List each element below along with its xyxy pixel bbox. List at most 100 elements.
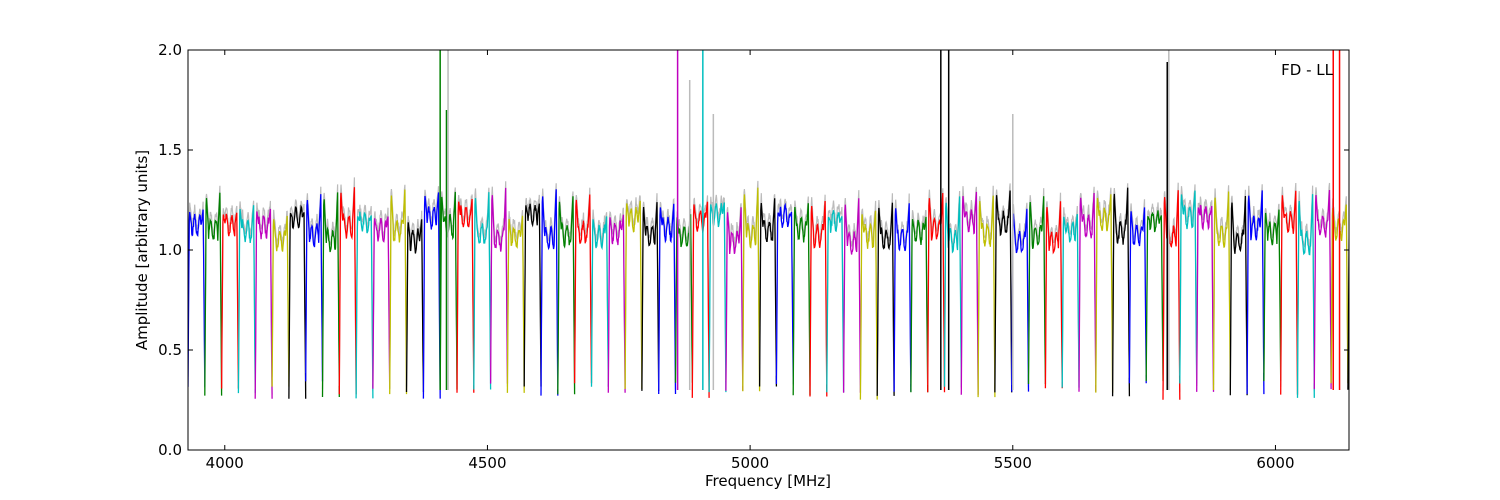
series-line (775, 202, 794, 385)
background-series-line (1347, 215, 1349, 382)
series-line (927, 192, 946, 393)
series-line (540, 189, 559, 396)
series-line (271, 215, 290, 387)
series-line (1246, 190, 1265, 395)
background-series-line (775, 197, 794, 379)
series-line (1296, 194, 1315, 398)
series-line (254, 208, 273, 399)
series-line (1313, 189, 1332, 390)
series-line (742, 187, 761, 392)
series-line (1212, 191, 1231, 391)
background-series-line (624, 195, 643, 382)
background-series-line (1263, 203, 1282, 373)
x-tick-label: 5000 (731, 454, 769, 472)
series-line (1027, 196, 1047, 385)
series-line (506, 215, 525, 393)
series-line (573, 194, 593, 384)
background-series-line (1365, 203, 1382, 379)
x-tick-label: 6000 (1256, 454, 1294, 472)
series-line (489, 187, 509, 384)
background-series-line (422, 186, 441, 395)
series-line (691, 201, 710, 398)
series-line (943, 196, 962, 387)
series-line (708, 202, 727, 393)
series-line (1365, 208, 1382, 387)
series-line (1128, 207, 1147, 384)
series-line (624, 200, 643, 390)
series-line (1061, 214, 1080, 388)
series-line (237, 205, 256, 394)
background-series-line (691, 195, 710, 393)
series-line (1095, 194, 1114, 393)
plot-annotation: FD - LL (1281, 61, 1333, 79)
series-line (405, 219, 425, 393)
series-line (557, 196, 576, 395)
series-line (658, 203, 677, 395)
series-line (220, 212, 240, 389)
background-series-line (910, 209, 929, 387)
y-tick-label: 1.5 (158, 141, 182, 159)
series-line (422, 192, 441, 399)
series-line (355, 211, 374, 399)
series-line (994, 190, 1013, 393)
background-series-line (1061, 205, 1080, 383)
series-line (473, 192, 492, 390)
series-line (641, 202, 660, 391)
series-line (523, 203, 542, 387)
series-line (758, 198, 778, 387)
x-axis-label: Frequency [MHz] (705, 472, 831, 490)
series-line (1145, 210, 1164, 382)
series-line (456, 198, 475, 393)
series-line (910, 216, 929, 393)
series-line (389, 189, 408, 395)
series-line (1078, 192, 1097, 392)
series-line (876, 202, 895, 396)
series-line (960, 191, 979, 395)
series-line (305, 194, 324, 382)
ticks-layer: 4000 4500 5000 5500 6000 0.0 0.5 1.0 1.5 2.0 (158, 41, 1349, 472)
series-line (204, 192, 223, 396)
series-line (725, 207, 744, 391)
background-series-line (523, 194, 542, 382)
series-line (1347, 221, 1349, 390)
series-line (842, 198, 862, 393)
series-line (607, 214, 626, 393)
x-tick-label: 5500 (994, 454, 1032, 472)
series-line (1229, 195, 1248, 396)
series-line (792, 203, 811, 396)
series-line (859, 210, 878, 400)
background-series-line (372, 207, 391, 385)
series-line (188, 209, 206, 387)
series-line (1111, 187, 1131, 397)
background-series-line (506, 210, 525, 389)
background-series-line (355, 204, 374, 393)
background-series-line (1196, 196, 1215, 387)
background-series-line (288, 199, 307, 391)
y-axis-label: Amplitude [arbitrary units] (133, 150, 151, 350)
background-series-line (254, 200, 273, 395)
series-line (1179, 190, 1198, 384)
series-line (1011, 208, 1030, 392)
series-line (288, 204, 307, 399)
x-tick-label: 4500 (468, 454, 506, 472)
background-series-line (960, 186, 979, 389)
series-line (1044, 201, 1063, 389)
background-series-line (456, 194, 475, 388)
series-layer (188, 50, 1382, 400)
series-line (1162, 190, 1181, 400)
series-line (590, 216, 609, 387)
background-series-line (405, 210, 424, 387)
series-line (1196, 204, 1215, 392)
y-tick-label: 0.0 (158, 441, 182, 459)
series-line (1280, 190, 1299, 395)
x-tick-label: 4000 (206, 454, 244, 472)
y-tick-label: 1.0 (158, 241, 182, 259)
series-line (372, 216, 391, 389)
y-tick-label: 2.0 (158, 41, 182, 59)
series-line (809, 200, 828, 397)
plot-frame (187, 49, 1350, 451)
series-line (1263, 209, 1282, 382)
series-line (893, 203, 912, 392)
series-line (338, 187, 357, 395)
